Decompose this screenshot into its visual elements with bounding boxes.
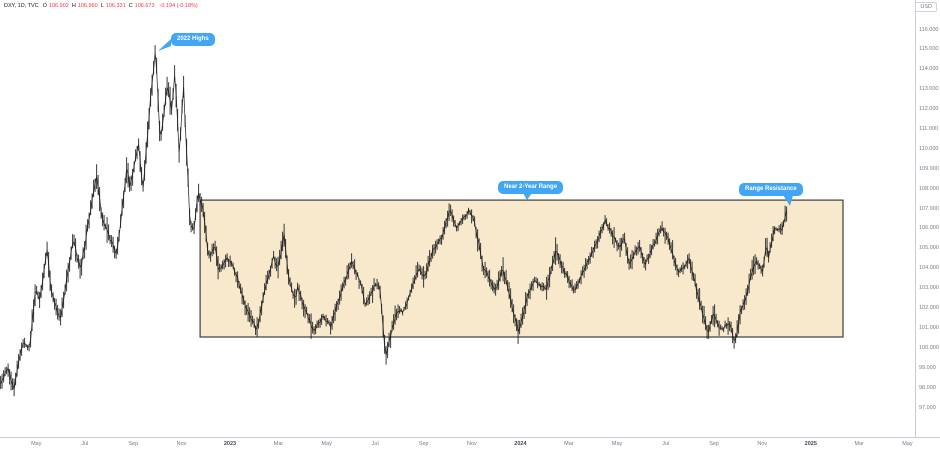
time-tick: May [321, 441, 332, 447]
price-tick: 100.000 [919, 344, 939, 351]
symbol-ohlc-header: DXY, 1D, TVC O 106.902 H 106.960 L 106.331 C 106… [4, 3, 200, 9]
high-value: 106.960 [77, 3, 98, 9]
symbol-name[interactable]: DXY, 1D, TVC [4, 3, 39, 9]
high-label: H [71, 3, 76, 9]
callout-tail-left-icon [158, 39, 171, 51]
time-tick: May [611, 441, 623, 447]
price-tick: 110.000 [919, 145, 939, 152]
time-tick: Nov [757, 441, 768, 447]
callout-near-2-year-range[interactable]: Near 2-Year Range [498, 181, 564, 200]
time-tick: Mar [273, 441, 284, 447]
time-tick: Jul [662, 441, 670, 447]
price-tick: 98.000 [919, 384, 936, 391]
price-axis-separator [915, 0, 916, 437]
price-tick: 107.000 [919, 205, 939, 212]
callout-range-resistance[interactable]: Range Resistance [739, 183, 803, 206]
price-tick: 109.000 [919, 165, 939, 172]
open-value: 106.902 [48, 3, 69, 9]
time-tick: Sep [418, 441, 429, 447]
close-label: C [128, 3, 133, 9]
price-tick: 106.000 [919, 225, 939, 232]
price-tick: 116.000 [919, 26, 939, 33]
time-tick: May [31, 441, 42, 447]
time-tick: Mar [564, 441, 574, 447]
price-tick: 105.000 [919, 245, 939, 252]
time-tick-year: 2025 [804, 441, 817, 447]
price-tick: 111.000 [919, 125, 939, 132]
time-axis-separator [0, 437, 940, 438]
price-tick: 102.000 [919, 305, 939, 312]
time-tick: Jul [371, 441, 379, 447]
change-value: -0.194 (-0.18%) [159, 3, 198, 9]
price-tick: 114.000 [919, 66, 939, 73]
price-tick: 101.000 [919, 324, 939, 331]
close-value: 106.673 [134, 3, 155, 9]
callout-tail-down-icon [523, 193, 532, 200]
low-value: 106.331 [105, 3, 126, 9]
time-tick: Sep [709, 441, 719, 447]
low-label: L [100, 3, 104, 9]
time-tick: Jul [81, 441, 89, 447]
price-tick: 113.000 [919, 86, 939, 93]
price-tick: 103.000 [919, 285, 939, 292]
time-tick: May [902, 441, 913, 447]
price-tick: 115.000 [919, 46, 939, 53]
price-tick: 104.000 [919, 265, 939, 272]
time-tick: Mar [854, 441, 865, 447]
callout-range-label: Near 2-Year Range [504, 184, 558, 190]
currency-toggle-button[interactable]: USD [915, 2, 937, 12]
callout-resistance-label: Range Resistance [745, 186, 797, 192]
time-tick: Nov [176, 441, 187, 447]
time-tick-year: 2023 [223, 441, 237, 447]
open-label: O [42, 3, 47, 9]
time-tick: Nov [467, 441, 477, 447]
callout-2022-highs[interactable]: 2022 Highs [158, 33, 215, 51]
close-line [0, 53, 787, 390]
price-tick: 97.000 [919, 404, 936, 411]
price-tick: 112.000 [919, 106, 939, 113]
price-tick: 108.000 [919, 185, 939, 192]
callout-tail-down-right-icon [783, 195, 793, 206]
time-tick: Sep [128, 441, 139, 447]
callout-2022-highs-label: 2022 Highs [177, 36, 209, 42]
time-tick-year: 2024 [514, 441, 527, 447]
price-tick: 99.000 [919, 364, 936, 371]
